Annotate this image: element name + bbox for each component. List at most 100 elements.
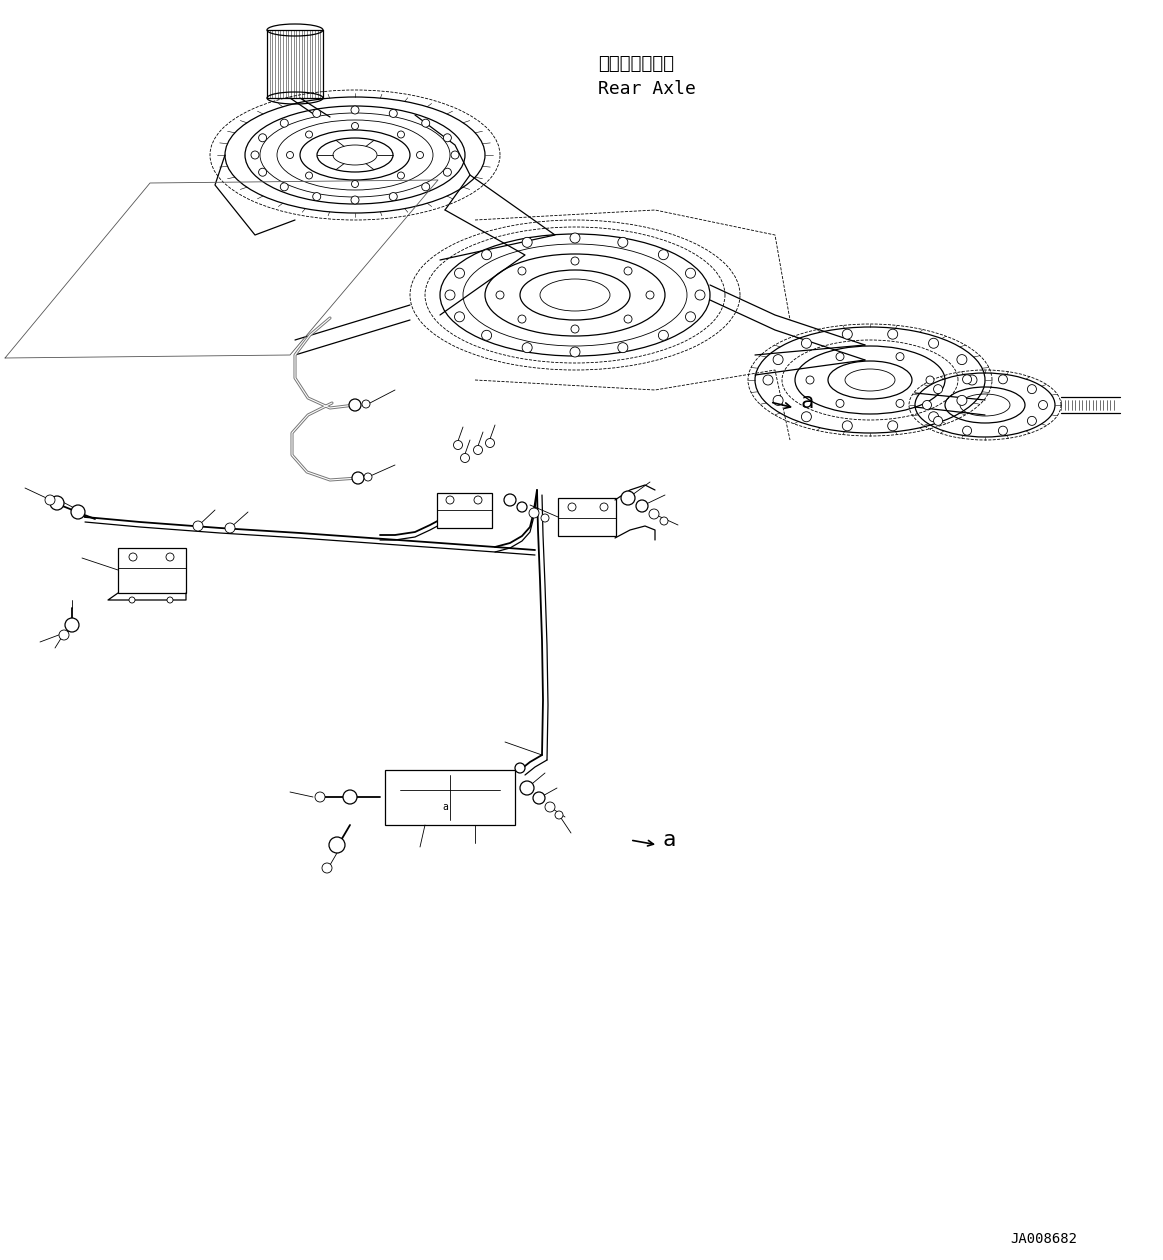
Circle shape [422,120,429,127]
Circle shape [129,597,135,604]
Circle shape [801,338,812,348]
Circle shape [926,375,934,384]
Bar [117,548,186,593]
Circle shape [957,354,966,364]
Circle shape [45,495,55,505]
Circle shape [659,517,668,525]
Circle shape [59,630,69,640]
Circle shape [636,500,648,512]
Circle shape [1027,416,1036,426]
Circle shape [322,863,331,873]
Circle shape [1027,384,1036,393]
Circle shape [934,384,942,393]
Circle shape [842,329,852,339]
Circle shape [555,811,563,819]
Bar [558,498,616,536]
Circle shape [515,764,525,772]
Circle shape [658,249,669,260]
Circle shape [518,501,527,512]
Circle shape [422,183,429,190]
Circle shape [362,399,370,408]
Circle shape [518,267,526,275]
Circle shape [473,446,483,455]
Circle shape [65,617,79,633]
Circle shape [351,197,359,204]
Circle shape [625,315,632,323]
Circle shape [224,523,235,533]
Circle shape [504,494,516,507]
Circle shape [518,315,526,323]
Circle shape [685,268,695,278]
Circle shape [522,237,533,247]
Circle shape [445,290,455,300]
Circle shape [957,396,966,406]
Circle shape [998,374,1007,384]
Circle shape [896,353,904,360]
Circle shape [313,193,321,200]
Circle shape [416,151,423,159]
Circle shape [343,790,357,804]
Circle shape [364,472,372,481]
Circle shape [887,329,898,339]
Circle shape [570,346,580,357]
Circle shape [313,110,321,117]
Circle shape [541,514,549,522]
Circle shape [533,793,545,804]
Circle shape [522,343,533,353]
Text: Rear Axle: Rear Axle [598,79,695,98]
Circle shape [280,120,288,127]
Circle shape [545,803,555,811]
Circle shape [451,151,459,159]
Text: JA008682: JA008682 [1009,1232,1077,1246]
Circle shape [763,375,773,386]
Circle shape [618,237,628,247]
Circle shape [445,496,454,504]
Circle shape [306,173,313,179]
Circle shape [390,193,398,200]
Circle shape [50,496,64,510]
Circle shape [570,233,580,243]
Circle shape [600,503,608,512]
Bar [385,770,515,825]
Circle shape [258,134,266,142]
Circle shape [618,343,628,353]
Circle shape [443,169,451,176]
Circle shape [621,491,635,505]
Circle shape [481,249,492,260]
Circle shape [645,291,654,299]
Circle shape [455,311,464,321]
Circle shape [258,169,266,176]
Circle shape [922,401,932,410]
Circle shape [351,106,359,113]
Circle shape [166,553,174,561]
Circle shape [887,421,898,431]
Circle shape [773,396,783,406]
Circle shape [481,330,492,340]
Circle shape [568,503,576,512]
Circle shape [963,426,971,435]
Circle shape [520,781,534,795]
Circle shape [329,837,345,853]
Circle shape [443,134,451,142]
Circle shape [928,338,939,348]
Circle shape [998,426,1007,435]
Circle shape [801,412,812,422]
Circle shape [306,131,313,139]
Circle shape [129,553,137,561]
Circle shape [695,290,705,300]
Circle shape [167,597,173,604]
Circle shape [685,311,695,321]
Circle shape [315,793,324,803]
Circle shape [934,416,942,426]
Circle shape [773,354,783,364]
Text: a: a [662,830,676,850]
Circle shape [351,122,358,130]
Text: a: a [442,803,448,811]
Circle shape [571,325,579,333]
Circle shape [286,151,293,159]
Circle shape [475,496,481,504]
Circle shape [485,438,494,447]
Circle shape [963,374,971,384]
Circle shape [454,441,463,450]
Circle shape [495,291,504,299]
